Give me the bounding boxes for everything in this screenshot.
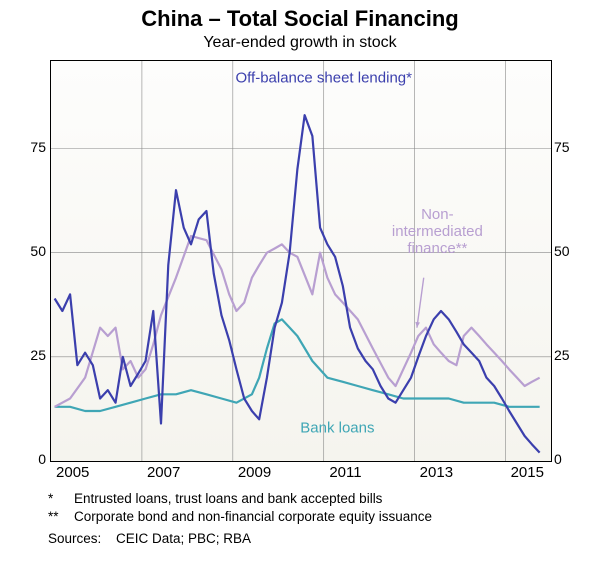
series-non_intermediated: [55, 236, 540, 407]
sources-text: CEIC Data; PBC; RBA: [116, 530, 251, 548]
series-label-non_intermediated: Non-intermediatedfinance**: [381, 206, 495, 258]
y-tick-right: 75: [554, 139, 570, 155]
footnote-text: Corporate bond and non-financial corpora…: [74, 508, 432, 526]
footnote-symbol: **: [48, 508, 74, 526]
x-tick: 2005: [56, 464, 89, 481]
footnote-text: Entrusted loans, trust loans and bank ac…: [74, 490, 382, 508]
sources-label: Sources:: [48, 530, 116, 548]
x-tick: 2013: [420, 464, 453, 481]
x-tick: 2009: [238, 464, 271, 481]
footnote-row: * Entrusted loans, trust loans and bank …: [48, 490, 432, 508]
series-label-bank_loans: Bank loans: [300, 419, 374, 436]
x-tick: 2011: [329, 464, 361, 481]
chart-container: China – Total Social Financing Year-ende…: [0, 0, 600, 573]
x-tick: 2007: [147, 464, 180, 481]
footnote-symbol: *: [48, 490, 74, 508]
y-tick-left: 50: [30, 243, 46, 259]
y-tick-right: 0: [554, 451, 562, 467]
series-label-off_balance: Off-balance sheet lending*: [235, 69, 412, 86]
y-tick-left: 25: [30, 347, 46, 363]
sources-row: Sources: CEIC Data; PBC; RBA: [48, 530, 432, 548]
chart-subtitle: Year-ended growth in stock: [0, 34, 600, 52]
y-tick-right: 50: [554, 243, 570, 259]
y-tick-left: 0: [38, 451, 46, 467]
y-tick-left: 75: [30, 139, 46, 155]
x-tick: 2015: [511, 464, 544, 481]
plot-area: Off-balance sheet lending* Non-intermedia…: [50, 60, 552, 462]
chart-title: China – Total Social Financing: [0, 0, 600, 32]
chart-svg: [51, 61, 551, 461]
footnote-row: ** Corporate bond and non-financial corp…: [48, 508, 432, 526]
footnotes: * Entrusted loans, trust loans and bank …: [48, 490, 432, 549]
y-tick-right: 25: [554, 347, 570, 363]
